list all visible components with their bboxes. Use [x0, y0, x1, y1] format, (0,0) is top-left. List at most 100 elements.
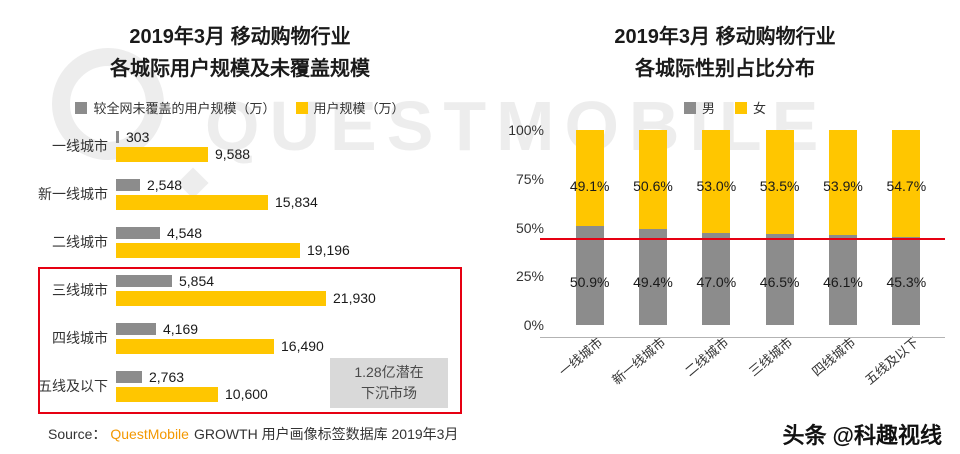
- right-bar-columns: 49.1% 50.9% 一线城市 50.6% 49.4% 新一线城市 53.0% 47.0% 二…: [556, 130, 938, 388]
- userscale-bar: 10,600: [116, 386, 268, 402]
- uncovered-bar: 2,763: [116, 369, 184, 385]
- female-pct-label: 49.1%: [569, 178, 610, 194]
- source-suffix: GROWTH 用户画像标签数据库 2019年3月: [193, 426, 459, 442]
- x-axis-line: [540, 337, 945, 338]
- legend-swatch-yellow: [295, 101, 308, 114]
- userscale-bar: 19,196: [116, 242, 350, 258]
- userscale-bar: 15,834: [116, 194, 318, 210]
- female-segment: [638, 130, 667, 229]
- bar-row: 三线城市 5,854 21,930: [20, 266, 460, 314]
- stacked-bar: [702, 130, 731, 325]
- sinking-market-annotation: 1.28亿潜在 下沉市场: [330, 358, 448, 408]
- female-pct-label: 53.5%: [759, 178, 800, 194]
- female-segment: [575, 130, 604, 226]
- female-pct-label: 50.6%: [633, 178, 673, 194]
- bar-group: 303 9,588: [116, 129, 250, 162]
- female-segment: [828, 130, 857, 236]
- stacked-bar-column: 53.0% 47.0% 二线城市: [682, 130, 748, 379]
- userscale-bar: 9,588: [116, 146, 250, 162]
- category-label: 一线城市: [52, 138, 108, 154]
- male-pct-label: 49.4%: [633, 274, 673, 290]
- bar-value-label: 9,588: [215, 146, 251, 162]
- male-segment: [828, 235, 857, 325]
- stacked-bar: [892, 130, 921, 325]
- stacked-bar-column: 50.6% 49.4% 新一线城市: [609, 130, 684, 388]
- male-pct-label: 46.5%: [759, 274, 800, 290]
- stacked-bar-column: 49.1% 50.9% 一线城市: [556, 130, 621, 379]
- y-tick-label: 25%: [515, 268, 544, 284]
- chart-user-scale: 2019年3月 移动购物行业 各城际用户规模及未覆盖规模 较全网未覆盖的用户规模…: [20, 0, 462, 420]
- bar-value-label: 16,490: [281, 338, 324, 354]
- source-note: Source： QuestMobile GROWTH 用户画像标签数据库 2019年…: [48, 424, 458, 444]
- female-pct-label: 53.9%: [823, 178, 863, 194]
- right-legend: 男 女: [500, 98, 950, 117]
- bar-row: 四线城市 4,169 16,490: [20, 314, 460, 362]
- male-segment: [765, 234, 794, 325]
- bar-value-label: 19,196: [307, 242, 350, 258]
- bar-group: 2,548 15,834: [116, 177, 318, 210]
- uncovered-bar: 303: [116, 129, 149, 145]
- legend-swatch-female: [735, 101, 747, 114]
- bar-value-label: 15,834: [275, 194, 318, 210]
- stacked-bar-column: 54.7% 45.3% 五线及以下: [862, 130, 938, 388]
- userscale-bar: 21,930: [116, 290, 376, 306]
- legend-label-female: 女: [753, 101, 767, 116]
- legend-item-male: 男: [683, 98, 715, 117]
- stacked-bar: [638, 130, 667, 325]
- credit-handle: @科趣视线: [832, 423, 942, 448]
- male-pct-label: 46.1%: [823, 274, 863, 290]
- male-segment: [702, 233, 731, 325]
- bar-row: 二线城市 4,548 19,196: [20, 218, 460, 266]
- userscale-bar: 16,490: [116, 338, 324, 354]
- bar-value-label: 5,854: [179, 272, 215, 289]
- source-brand: QuestMobile: [110, 426, 189, 442]
- uncovered-bar: 2,548: [116, 177, 182, 193]
- right-chart-title-line2: 各城际性别占比分布: [635, 58, 815, 80]
- annotation-line1: 1.28亿潜在: [354, 364, 424, 380]
- y-tick-label: 0%: [523, 317, 544, 333]
- bar-group: 5,854 21,930: [116, 273, 376, 306]
- toutiao-credit: 头条 @科趣视线: [783, 418, 942, 450]
- male-pct-label: 50.9%: [569, 274, 610, 290]
- stacked-bar-column: 53.9% 46.1% 四线城市: [809, 130, 874, 379]
- female-pct-label: 54.7%: [886, 178, 927, 194]
- bar-value-label: 2,763: [149, 368, 185, 385]
- uncovered-bar: 4,169: [116, 321, 198, 337]
- source-prefix: Source：: [48, 426, 107, 442]
- annotation-line2: 下沉市场: [361, 385, 417, 401]
- bar-value-label: 2,548: [147, 176, 183, 193]
- male-segment: [638, 228, 667, 325]
- right-chart-title-line1: 2019年3月 移动购物行业: [614, 26, 836, 48]
- female-segment: [765, 130, 794, 235]
- left-bar-rows: 一线城市 303 9,588 新一线城市 2,548 15,834 二线城市 4,548 19,…: [20, 122, 460, 410]
- category-label: 五线及以下: [38, 378, 108, 394]
- bar-value-label: 21,930: [333, 290, 376, 306]
- category-label: 三线城市: [52, 282, 108, 298]
- y-tick-label: 100%: [508, 122, 544, 138]
- uncovered-bar: 4,548: [116, 225, 202, 241]
- y-tick-label: 50%: [515, 220, 544, 236]
- fifty-percent-reference-line: [540, 238, 945, 240]
- female-pct-label: 53.0%: [696, 178, 737, 194]
- left-chart-title-line1: 2019年3月 移动购物行业: [129, 26, 351, 48]
- y-tick-label: 75%: [515, 171, 544, 187]
- legend-swatch-gray: [75, 101, 88, 114]
- legend-item-userscale: 用户规模（万）: [295, 98, 405, 117]
- female-segment: [702, 130, 731, 234]
- uncovered-bar: 5,854: [116, 273, 214, 289]
- male-pct-label: 47.0%: [696, 274, 737, 290]
- bar-value-label: 10,600: [225, 386, 268, 402]
- female-segment: [892, 130, 921, 237]
- stacked-bar: [828, 130, 857, 325]
- right-plot-area: 100% 75% 50% 25% 0% 49.1% 50.9% 一线城市 50.6% 49.4%…: [500, 118, 950, 408]
- bar-row: 新一线城市 2,548 15,834: [20, 170, 460, 218]
- legend-label-uncovered: 较全网未覆盖的用户规模（万）: [93, 101, 276, 116]
- male-segment: [892, 236, 921, 325]
- bar-group: 4,169 16,490: [116, 321, 324, 354]
- stacked-bar: [765, 130, 794, 325]
- legend-swatch-male: [683, 101, 696, 114]
- bar-row: 一线城市 303 9,588: [20, 122, 460, 170]
- male-pct-label: 45.3%: [886, 274, 927, 290]
- stacked-bar-column: 53.5% 46.5% 三线城市: [746, 130, 811, 379]
